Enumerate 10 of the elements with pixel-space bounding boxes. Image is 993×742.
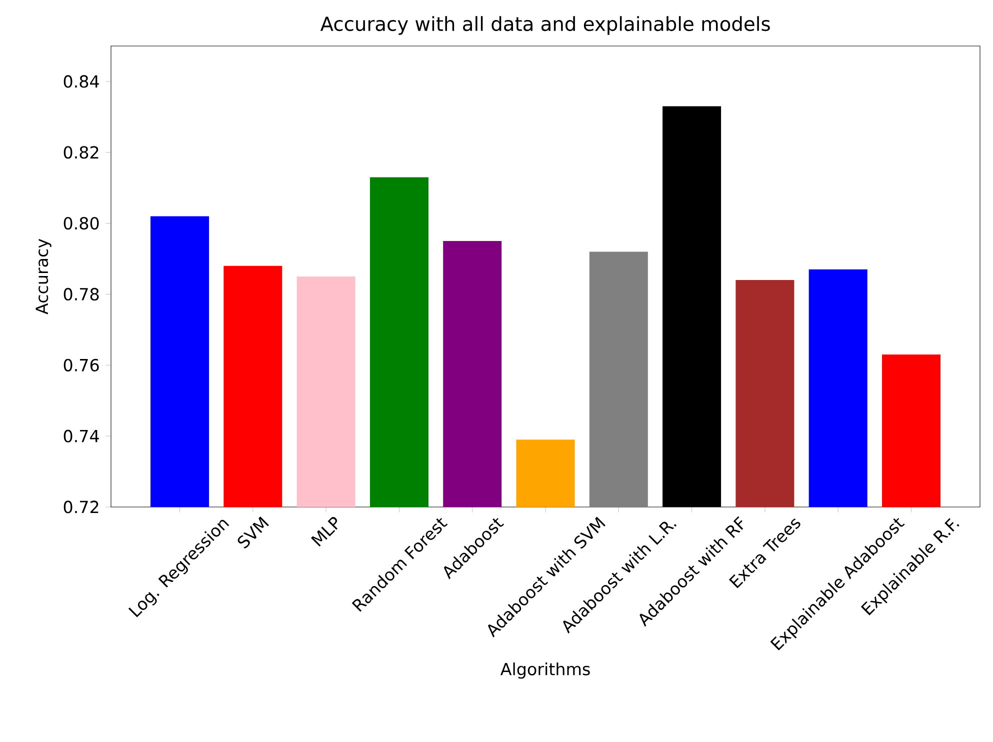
y-tick-label: 0.82 <box>64 146 98 159</box>
y-tick-label: 0.80 <box>64 216 99 230</box>
y-tick-label: 0.74 <box>64 430 99 442</box>
y-tick-label: 0.84 <box>64 75 99 88</box>
chart-title: Accuracy with all data and explainable models <box>320 16 770 35</box>
y-tick-label: 0.78 <box>64 288 99 301</box>
x-axis-title: Algorithms <box>500 662 590 679</box>
y-axis-title: Accuracy <box>36 238 52 314</box>
y-tick-label: 0.72 <box>64 500 98 514</box>
y-tick-label: 0.76 <box>64 358 99 372</box>
